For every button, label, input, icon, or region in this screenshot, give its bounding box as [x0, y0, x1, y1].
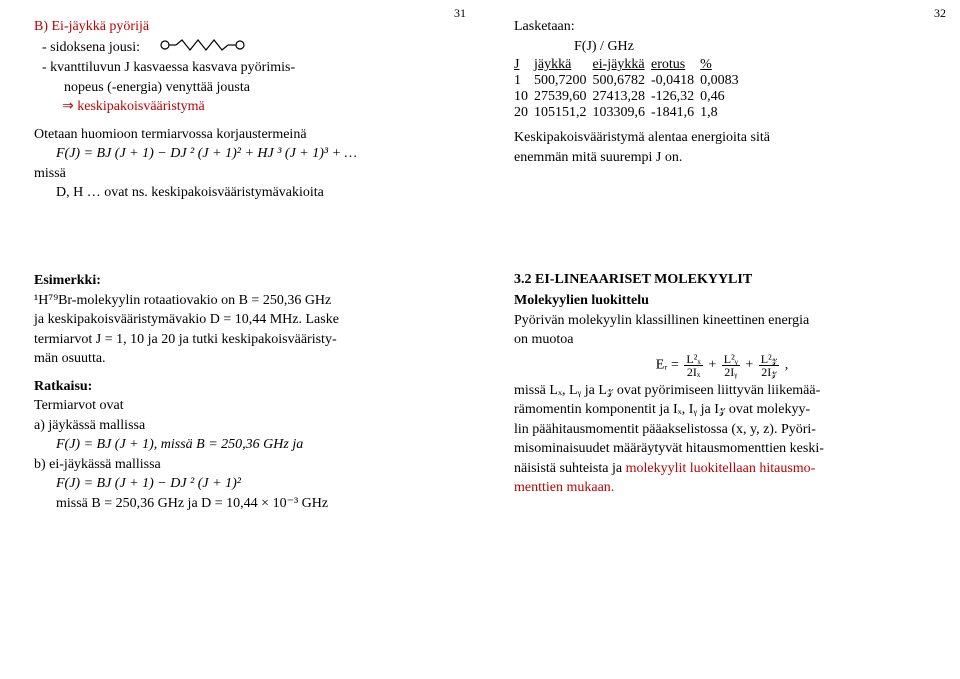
- spring-icon: [174, 38, 246, 58]
- ratk-b: b) ei-jäykässä mallissa: [34, 456, 450, 474]
- bullet-1-text: - sidoksena jousi:: [42, 39, 140, 54]
- mol-1: Pyörivän molekyylin klassillinen kineett…: [514, 312, 930, 330]
- esim-4: män osuutta.: [34, 350, 450, 368]
- result-table: J jäykkä ei-jäykkä erotus % 1 500,7200 5…: [514, 57, 745, 121]
- missa: missä: [34, 165, 450, 183]
- esim-2: ja keskipakoisvääristymävakio D = 10,44 …: [34, 311, 450, 329]
- bullet-jousi: - sidoksena jousi:: [34, 38, 450, 58]
- page-number-right: 32: [934, 6, 946, 21]
- page-number-left: 31: [454, 6, 466, 21]
- ratk-0: Termiarvot ovat: [34, 397, 450, 415]
- ratk-b-eq: F(J) = BJ (J + 1) − DJ ² (J + 1)²: [56, 475, 450, 493]
- after-1d: misominaisuudet määräytyvät hitausmoment…: [514, 440, 930, 458]
- lasketaan: Lasketaan:: [514, 18, 930, 36]
- heading-b: B) Ei-jäykkä pyörijä: [34, 18, 450, 36]
- after-1b: rämomentin komponentit ja Iₓ, Iᵧ ja I𝓏 o…: [514, 401, 930, 419]
- fj-ghz: F(J) / GHz: [574, 38, 930, 56]
- ratk-b-val: missä B = 250,36 GHz ja D = 10,44 × 10⁻³…: [56, 495, 450, 513]
- section-3-2: 3.2 EI-LINEAARISET MOLEKYYLIT: [514, 272, 930, 288]
- mol-luok: Molekyylien luokittelu: [514, 292, 930, 310]
- after-1e: näisistä suhteista ja molekyylit luokite…: [514, 460, 930, 478]
- col-pct: %: [700, 57, 745, 73]
- table-header-row: J jäykkä ei-jäykkä erotus %: [514, 57, 745, 73]
- table-row: 20 105151,2 103309,6 -1841,6 1,8: [514, 105, 745, 121]
- col-jaykka: jäykkä: [534, 57, 593, 73]
- ratk-a: a) jäykässä mallissa: [34, 417, 450, 435]
- bullet-2a: - kvanttiluvun J kasvaessa kasvava pyöri…: [34, 59, 450, 77]
- otetaan: Otetaan huomioon termiarvossa korjauster…: [34, 126, 450, 144]
- conclusion-1: Keskipakoisvääristymä alentaa energioita…: [514, 129, 930, 147]
- imply-line: ⇒ keskipakoisvääristymä: [62, 98, 450, 116]
- after-1f: menttien mukaan.: [514, 479, 930, 497]
- esimerkki-hdr: Esimerkki:: [34, 272, 450, 290]
- col-erotus: erotus: [651, 57, 700, 73]
- esim-3: termiarvot J = 1, 10 ja 20 ja tutki kesk…: [34, 331, 450, 349]
- ratk-a-eq: F(J) = BJ (J + 1), missä B = 250,36 GHz …: [56, 436, 450, 454]
- col-j: J: [514, 57, 534, 73]
- bullet-2b: nopeus (-energia) venyttää jousta: [34, 79, 450, 97]
- table-row: 10 27539,60 27413,28 -126,32 0,46: [514, 89, 745, 105]
- energy-equation: Eᵣ = L²ₓ2Iₓ + L²ᵧ2Iᵧ + L²𝓏2I𝓏 ,: [514, 353, 930, 378]
- after-1c: lin päähitausmomentit pääakselistossa (x…: [514, 421, 930, 439]
- conclusion-2: enemmän mitä suurempi J on.: [514, 149, 930, 167]
- after-1a: missä Lₓ, Lᵧ ja L𝓏 ovat pyörimiseen liit…: [514, 382, 930, 400]
- ratkaisu-hdr: Ratkaisu:: [34, 378, 450, 396]
- mol-2: on muotoa: [514, 331, 930, 349]
- dh-line: D, H … ovat ns. keskipakoisvääristymävak…: [56, 184, 450, 202]
- eq-fj-series: F(J) = BJ (J + 1) − DJ ² (J + 1)² + HJ ³…: [56, 145, 450, 163]
- col-ei: ei-jäykkä: [593, 57, 652, 73]
- table-row: 1 500,7200 500,6782 -0,0418 0,0083: [514, 73, 745, 89]
- esim-1: ¹H⁷⁹Br-molekyylin rotaatiovakio on B = 2…: [34, 292, 450, 310]
